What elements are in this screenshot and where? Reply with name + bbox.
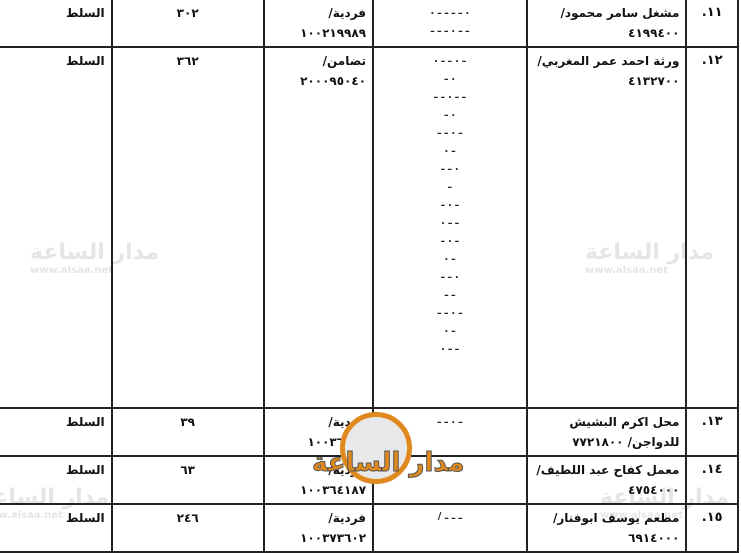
type-cell: تضامن/ ٢٠٠٠٩٥٠٤٠ — [262, 46, 375, 409]
table-row: ١٤. معمل كفاح عبد اللطيف/ ٤٧٥٤٠٠٠ ـ . ـ … — [0, 455, 739, 505]
row-number: ١٢. — [685, 46, 739, 409]
table-row: ١١. مشغل سامر محمود/ ٤١٩٩٤٠٠ . ـ ـ ـ ـ .… — [0, 0, 739, 48]
count-cell: ٣٠٢ — [110, 0, 265, 48]
name-cell: مطعم يوسف ابوفنار/ ٦٩١٤٠٠٠ — [525, 503, 688, 553]
location-cell: السلط — [0, 503, 113, 553]
type-cell: فردية/ ١٠٠٢١٩٩٨٩ — [262, 0, 375, 48]
row-number: ١٣. — [685, 407, 739, 457]
count-cell: ٣٩ — [110, 407, 265, 457]
count-cell: ٣٦٢ — [110, 46, 265, 409]
type-cell: فردية/ ١٠٠٣٦٤١٨٧ — [262, 455, 375, 505]
name-cell: محل اكرم البشيش للدواجن/ ٧٧٢١٨٠٠ — [525, 407, 688, 457]
row-number: ١١. — [685, 0, 739, 48]
name-cell: مشغل سامر محمود/ ٤١٩٩٤٠٠ — [525, 0, 688, 48]
count-cell: ٢٤٦ — [110, 503, 265, 553]
redacted-cell: ـ ـ ـ / — [372, 503, 528, 553]
location-cell: السلط — [0, 46, 113, 409]
redacted-cell: . ـ ـ ـ ـ .ـ ـ . ـ ـ ـ — [372, 0, 528, 48]
clock-logo-icon — [340, 412, 412, 484]
location-cell: السلط — [0, 407, 113, 457]
table-row: ١٥. مطعم يوسف ابوفنار/ ٦٩١٤٠٠٠ ـ ـ ـ / ف… — [0, 503, 739, 553]
location-cell: السلط — [0, 0, 113, 48]
name-cell: ورثة احمد عمر المغربي/ ٤١٣٢٧٠٠ — [525, 46, 688, 409]
logo-text: مدار الساعة — [311, 448, 465, 479]
row-number: ١٥. — [685, 503, 739, 553]
table-row: ١٢. ورثة احمد عمر المغربي/ ٤١٣٢٧٠٠ ـ . ـ… — [0, 46, 739, 409]
row-number: ١٤. — [685, 455, 739, 505]
name-cell: معمل كفاح عبد اللطيف/ ٤٧٥٤٠٠٠ — [525, 455, 688, 505]
location-cell: السلط — [0, 455, 113, 505]
count-cell: ٦٣ — [110, 455, 265, 505]
type-cell: فردية/ ١٠٠٣٧٣٦٠٢ — [262, 503, 375, 553]
table-row: ١٣. محل اكرم البشيش للدواجن/ ٧٧٢١٨٠٠ ـ .… — [0, 407, 739, 457]
